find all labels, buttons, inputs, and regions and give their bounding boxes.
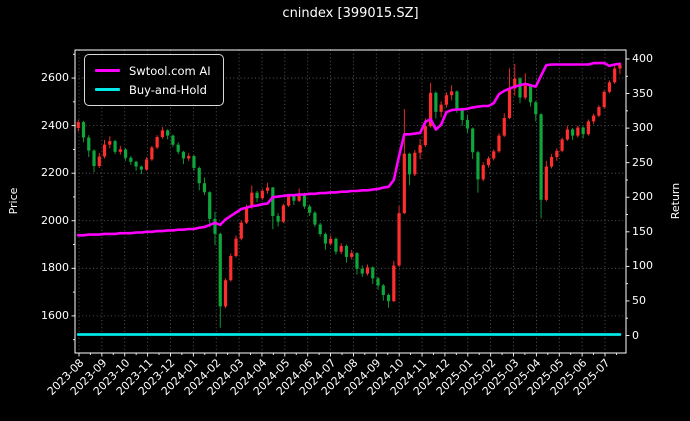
legend-item-ai: Swtool.com AI [95,61,211,80]
tick-label: 350 [632,86,653,100]
legend: Swtool.com AI Buy-and-Hold [84,54,224,106]
legend-label-ai: Swtool.com AI [129,63,211,78]
ai-line-swatch [95,69,120,72]
tick-label: 250 [632,155,653,169]
legend-item-buyhold: Buy-and-Hold [95,80,211,99]
tick-label: 150 [632,224,653,238]
tick-label: 2200 [41,166,69,180]
tick-label: 300 [632,121,653,135]
tick-label: 2400 [41,118,69,132]
tick-label: 2600 [41,71,69,85]
tick-label: 50 [632,293,646,307]
chart-title: cnindex [399015.SZ] [282,6,419,21]
tick-label: 100 [632,259,653,273]
tick-label: 400 [632,51,653,65]
legend-label-buyhold: Buy-and-Hold [129,82,207,97]
tick-label: 2000 [41,213,69,227]
tick-label: 0 [632,328,639,342]
tick-label: 200 [632,190,653,204]
buyhold-line-swatch [95,88,120,91]
tick-label: 1800 [41,261,69,275]
tick-label: 1600 [41,308,69,322]
